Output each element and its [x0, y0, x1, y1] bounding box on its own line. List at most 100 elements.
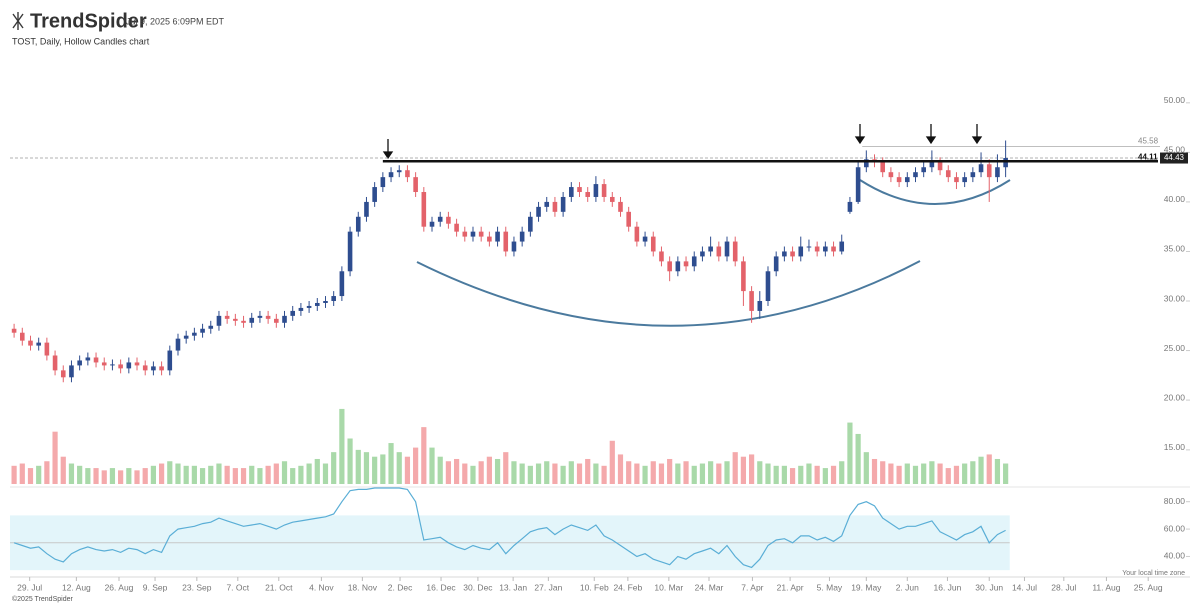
candle-body [265, 315, 271, 319]
last-price-label: 44.43 [1164, 153, 1185, 162]
volume-bar [232, 468, 238, 484]
volume-bar [560, 465, 566, 484]
candle-body [249, 317, 255, 323]
x-tick-label: 28. Jul [1051, 582, 1076, 592]
rsi-tick-label: 80.00 [1164, 496, 1186, 506]
candle-body [536, 206, 541, 217]
volume-bar [888, 463, 894, 484]
x-tick-label: 16. Dec [426, 582, 456, 592]
volume-bar [68, 463, 75, 484]
volume-bar [609, 440, 615, 484]
volume-bar [249, 465, 255, 484]
candle-body [421, 192, 427, 227]
candle-body [241, 320, 246, 323]
candle-body [355, 216, 361, 232]
volume-bar [921, 463, 927, 484]
volume-bar [962, 463, 968, 484]
volume-bar [642, 465, 648, 484]
volume-bar [798, 465, 804, 484]
candle-body [487, 236, 492, 242]
candle-body [773, 256, 779, 272]
candle-body [495, 231, 500, 242]
volume-bar [839, 461, 845, 484]
y-tick-label: 20.00 [1164, 392, 1186, 402]
candle-body [60, 370, 66, 378]
brand: TrendSpider [30, 10, 147, 32]
x-tick-label: 16. Jun [933, 582, 961, 592]
volume-bar [650, 461, 656, 484]
candle-body [396, 170, 402, 173]
y-tick-label: 35.00 [1164, 244, 1186, 254]
volume-bar [519, 463, 525, 484]
volume-bar [585, 458, 591, 484]
candle-body [126, 362, 132, 369]
volume-bar [314, 458, 320, 484]
x-tick-label: 23. Sep [182, 582, 212, 592]
volume-bar [658, 463, 665, 484]
volume-bar [716, 463, 722, 484]
volume-bar [675, 463, 681, 484]
volume-bar [77, 465, 83, 484]
volume-bar [1003, 463, 1009, 484]
candle-body [175, 338, 181, 351]
candle-body [216, 315, 222, 326]
y-tick-label: 50.00 [1164, 95, 1186, 105]
candle-body [159, 366, 164, 371]
candle-body [503, 231, 509, 252]
arrows [382, 124, 983, 160]
candle-body [716, 246, 722, 257]
volume-bar [699, 463, 706, 484]
candle-body [569, 187, 574, 197]
candle-body [151, 366, 156, 371]
candle-body [101, 362, 107, 366]
volume-bar [298, 465, 304, 484]
candle-body [306, 305, 312, 308]
candle-body [847, 201, 853, 212]
x-tick-label: 24. Feb [613, 582, 642, 592]
volume-bar [118, 470, 124, 484]
candle-body [634, 226, 640, 242]
volume-bar [85, 468, 91, 484]
x-tick-label: 18. Nov [348, 582, 378, 592]
volume-bar [626, 461, 632, 484]
volume-bar [855, 433, 861, 484]
candle-body [798, 246, 804, 257]
volume-bar [708, 461, 714, 484]
volume-bar [142, 468, 148, 484]
candle-body [380, 177, 386, 188]
candle-body [618, 201, 623, 212]
volume-bar [462, 463, 468, 484]
volume-bar [478, 461, 484, 484]
candle-body [167, 350, 173, 371]
y-tick-label: 30.00 [1164, 293, 1186, 303]
volume-bar [871, 458, 878, 484]
volume-bar [126, 468, 132, 484]
volume-bar [396, 452, 402, 484]
candle-body [585, 192, 591, 197]
candle-body [118, 364, 123, 369]
volume-bar [306, 463, 312, 484]
last-price-tag [1160, 152, 1188, 164]
x-tick-label: 2. Dec [388, 582, 413, 592]
x-tick-label: 9. Sep [143, 582, 168, 592]
volume-bar [953, 465, 960, 484]
y-tick-label: 25.00 [1164, 343, 1186, 353]
x-tick-label: 10. Feb [580, 582, 609, 592]
x-tick-label: 7. Apr [741, 582, 763, 592]
x-tick-label: 24. Mar [695, 582, 724, 592]
volume-bar [863, 452, 869, 484]
candle-body [790, 251, 795, 257]
volume-bar [937, 463, 943, 484]
candle-body [954, 177, 959, 183]
candle-body [257, 315, 263, 318]
candle-body [962, 177, 967, 183]
volume-bar [929, 461, 935, 484]
volume-bar [486, 456, 492, 484]
copyright: ©2025 TrendSpider [12, 595, 73, 603]
volume-bar [150, 465, 157, 484]
candle-body [19, 332, 25, 341]
candle-body [708, 246, 713, 252]
volume-bar [347, 438, 353, 484]
volume-bar [453, 458, 460, 484]
x-tick-label: 29. Jul [17, 582, 42, 592]
